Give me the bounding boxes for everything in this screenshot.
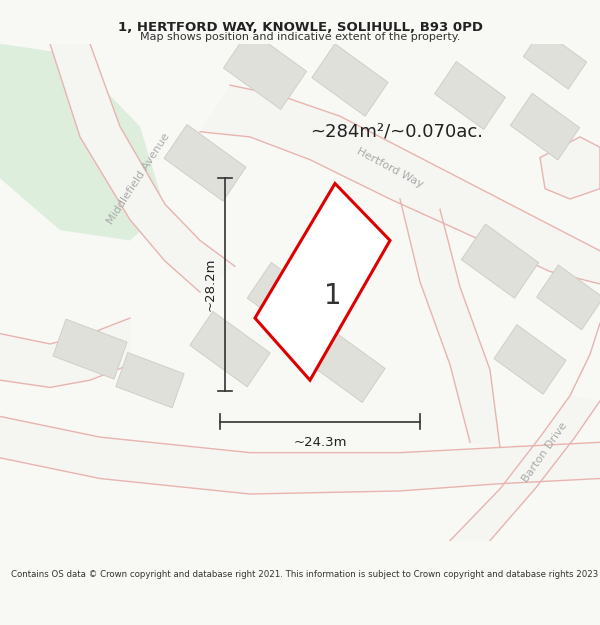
Text: 1: 1 xyxy=(323,282,341,310)
Polygon shape xyxy=(255,184,390,380)
Polygon shape xyxy=(450,396,600,541)
Text: ~284m²/~0.070ac.: ~284m²/~0.070ac. xyxy=(310,122,483,141)
Text: ~24.3m: ~24.3m xyxy=(293,436,347,449)
Text: Contains OS data © Crown copyright and database right 2021. This information is : Contains OS data © Crown copyright and d… xyxy=(11,570,600,579)
Polygon shape xyxy=(164,124,246,201)
Text: 1, HERTFORD WAY, KNOWLE, SOLIHULL, B93 0PD: 1, HERTFORD WAY, KNOWLE, SOLIHULL, B93 0… xyxy=(118,21,482,34)
Polygon shape xyxy=(190,311,270,387)
Polygon shape xyxy=(200,85,600,284)
Polygon shape xyxy=(494,325,566,394)
Polygon shape xyxy=(312,44,388,116)
Polygon shape xyxy=(511,93,580,160)
Polygon shape xyxy=(0,44,165,241)
Text: ~28.2m: ~28.2m xyxy=(203,258,217,311)
Polygon shape xyxy=(523,29,587,89)
Text: Hertford Way: Hertford Way xyxy=(355,146,425,190)
Polygon shape xyxy=(536,265,600,330)
Polygon shape xyxy=(540,137,600,199)
Polygon shape xyxy=(400,199,500,448)
Polygon shape xyxy=(53,319,127,379)
Polygon shape xyxy=(116,352,184,408)
Text: Map shows position and indicative extent of the property.: Map shows position and indicative extent… xyxy=(140,32,460,43)
Polygon shape xyxy=(305,327,385,402)
Polygon shape xyxy=(434,62,505,129)
Polygon shape xyxy=(461,224,539,298)
Polygon shape xyxy=(0,318,130,388)
Polygon shape xyxy=(223,30,307,109)
Polygon shape xyxy=(0,416,600,494)
Polygon shape xyxy=(247,262,333,343)
Polygon shape xyxy=(50,44,235,292)
Text: Barton Drive: Barton Drive xyxy=(521,421,569,484)
Text: Middlefield Avenue: Middlefield Avenue xyxy=(105,131,171,226)
